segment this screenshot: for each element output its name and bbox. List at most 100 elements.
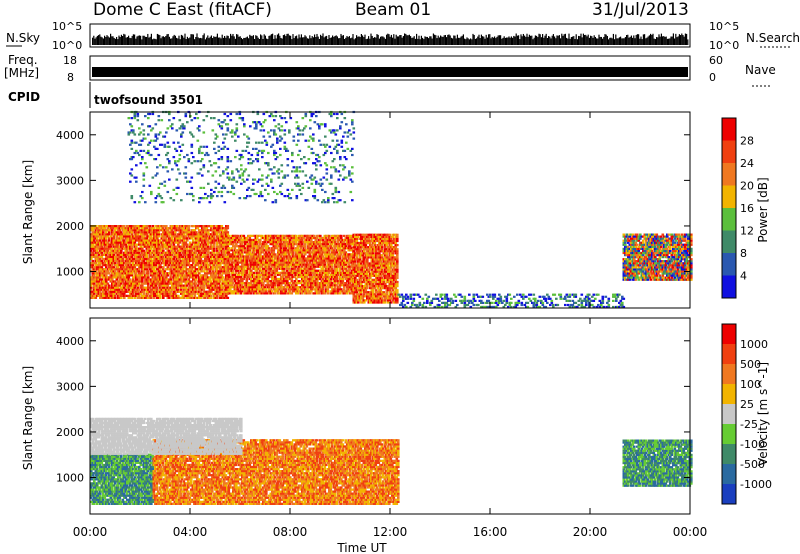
data-cell xyxy=(284,247,288,250)
data-cell xyxy=(126,294,129,297)
data-cell xyxy=(283,259,286,262)
data-cell xyxy=(278,265,282,268)
nsky-bar xyxy=(440,35,442,45)
data-cell xyxy=(195,290,198,293)
data-cell xyxy=(268,253,271,256)
data-cell xyxy=(268,275,271,279)
data-cell xyxy=(91,229,95,232)
data-cell xyxy=(260,245,264,248)
nsky-bar xyxy=(492,37,494,45)
data-cell xyxy=(271,238,274,242)
nsky-bar xyxy=(441,36,443,45)
data-cell xyxy=(323,292,327,295)
data-cell xyxy=(117,262,120,265)
nave-tick-bottom: 0 xyxy=(709,71,716,84)
data-cell xyxy=(141,264,144,267)
data-cell xyxy=(172,272,176,275)
data-cell xyxy=(287,277,291,281)
data-cell xyxy=(199,270,203,273)
data-cell xyxy=(229,243,232,246)
data-cell xyxy=(196,286,200,289)
data-cell xyxy=(154,280,158,283)
data-cell xyxy=(289,236,292,240)
data-cell xyxy=(118,241,122,244)
nsky-bar xyxy=(233,36,235,45)
data-cell xyxy=(153,282,156,285)
data-cell xyxy=(180,278,183,281)
data-cell xyxy=(112,257,116,261)
data-cell xyxy=(251,255,255,258)
data-cell xyxy=(223,288,227,291)
data-cell xyxy=(290,245,294,248)
data-cell xyxy=(268,251,271,254)
data-cell xyxy=(238,273,241,276)
data-cell xyxy=(289,255,292,258)
data-cell xyxy=(266,261,270,264)
data-cell xyxy=(130,245,134,248)
data-cell xyxy=(225,259,228,263)
data-cell xyxy=(171,259,174,263)
data-cell xyxy=(141,282,144,285)
data-cell xyxy=(99,229,102,232)
data-cell xyxy=(284,275,288,279)
data-cell xyxy=(156,237,159,240)
nsky-bar xyxy=(350,38,352,45)
data-cell xyxy=(302,280,306,283)
data-cell xyxy=(181,249,185,252)
data-cell xyxy=(180,249,183,252)
data-cell xyxy=(262,277,265,281)
data-cell xyxy=(263,290,267,293)
data-cell xyxy=(307,234,310,237)
data-cell xyxy=(305,271,309,274)
data-cell xyxy=(275,238,279,242)
data-cell xyxy=(319,251,322,254)
data-cell xyxy=(150,290,153,293)
nsky-bar xyxy=(551,35,553,45)
data-cell xyxy=(171,270,174,273)
data-cell xyxy=(141,290,144,293)
data-cell xyxy=(217,225,221,228)
nsky-bar xyxy=(308,38,310,45)
data-cell xyxy=(151,249,155,252)
nsky-bar xyxy=(185,39,187,45)
data-cell xyxy=(91,274,95,277)
data-cell xyxy=(157,235,161,238)
data-cell xyxy=(254,238,258,242)
data-cell xyxy=(126,235,129,238)
data-cell xyxy=(268,271,271,274)
data-cell xyxy=(159,247,162,250)
data-cell xyxy=(304,273,307,276)
data-cell xyxy=(323,243,327,246)
data-cell xyxy=(153,284,156,287)
nsky-bar xyxy=(660,33,662,45)
data-cell xyxy=(202,237,206,240)
data-cell xyxy=(208,286,212,289)
data-cell xyxy=(227,247,231,250)
data-cell xyxy=(225,280,228,283)
data-cell xyxy=(142,276,146,279)
nsky-bar xyxy=(113,37,115,45)
data-cell xyxy=(177,227,180,230)
data-cell xyxy=(187,272,191,275)
data-cell xyxy=(132,280,135,283)
nsky-bar xyxy=(531,35,533,45)
data-cell xyxy=(225,292,228,295)
data-cell xyxy=(232,261,235,264)
data-cell xyxy=(320,247,324,250)
data-cell xyxy=(296,269,300,272)
data-cell xyxy=(241,259,244,262)
data-cell xyxy=(265,255,268,258)
data-cell xyxy=(151,286,155,289)
data-cell xyxy=(198,241,201,244)
data-cell xyxy=(230,271,234,274)
data-cell xyxy=(217,247,221,250)
data-cell xyxy=(130,268,134,271)
data-cell xyxy=(201,247,204,250)
station-title: Dome C East (fitACF) xyxy=(93,0,272,20)
data-cell xyxy=(103,249,107,252)
data-cell xyxy=(236,282,240,285)
data-cell xyxy=(183,294,186,297)
data-cell xyxy=(136,257,140,261)
data-cell xyxy=(245,263,249,266)
data-cell xyxy=(227,288,231,291)
